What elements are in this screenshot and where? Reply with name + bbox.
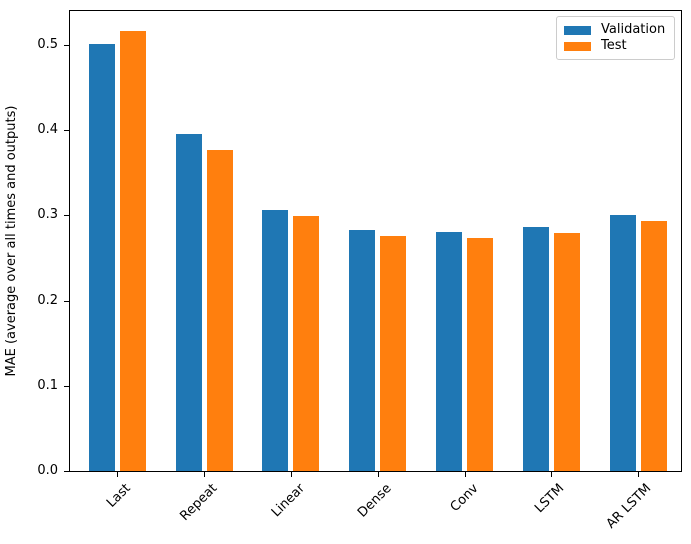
bar-validation-lstm bbox=[523, 227, 549, 471]
legend-swatch-validation bbox=[564, 25, 591, 35]
x-tick-label-text: LSTM bbox=[532, 481, 568, 517]
y-tick-mark bbox=[64, 45, 69, 46]
y-tick-mark bbox=[64, 130, 69, 131]
x-tick-mark bbox=[638, 472, 639, 477]
y-tick-mark bbox=[64, 301, 69, 302]
x-tick-label-text: Repeat bbox=[177, 481, 221, 524]
bar-test-ar-lstm bbox=[641, 221, 667, 471]
x-tick-mark bbox=[291, 472, 292, 477]
y-tick-label: 0.1 bbox=[37, 378, 58, 393]
bar-test-conv bbox=[467, 238, 493, 471]
bar-validation-last bbox=[89, 44, 115, 471]
y-tick-mark bbox=[64, 215, 69, 216]
x-tick-mark bbox=[465, 472, 466, 477]
x-tick-label-text: Linear bbox=[268, 481, 308, 521]
bar-validation-ar-lstm bbox=[610, 215, 636, 471]
legend: Validation Test bbox=[556, 16, 675, 60]
x-tick-label-text: Dense bbox=[354, 481, 395, 521]
bar-test-repeat bbox=[207, 150, 233, 471]
y-tick-label: 0.3 bbox=[37, 207, 58, 222]
bar-validation-repeat bbox=[176, 134, 202, 471]
bar-test-dense bbox=[380, 236, 406, 471]
y-tick-label: 0.2 bbox=[37, 293, 58, 308]
bar-validation-linear bbox=[262, 210, 288, 471]
x-tick-mark bbox=[551, 472, 552, 477]
bar-validation-conv bbox=[436, 232, 462, 471]
bar-test-lstm bbox=[554, 233, 580, 471]
y-axis-label-text: MAE (average over all times and outputs) bbox=[4, 105, 19, 377]
y-tick-mark bbox=[64, 471, 69, 472]
x-tick-mark bbox=[378, 472, 379, 477]
y-tick-label: 0.5 bbox=[37, 37, 58, 52]
bar-test-last bbox=[120, 31, 146, 471]
x-tick-label-text: Last bbox=[103, 481, 134, 511]
x-tick-mark bbox=[117, 472, 118, 477]
bar-validation-dense bbox=[349, 230, 375, 471]
legend-label-validation: Validation bbox=[601, 22, 666, 37]
legend-label-test: Test bbox=[601, 38, 627, 53]
x-tick-mark bbox=[204, 472, 205, 477]
y-tick-label: 0.0 bbox=[37, 463, 58, 478]
legend-swatch-test bbox=[564, 41, 591, 51]
x-tick-label-text: AR LSTM bbox=[603, 481, 655, 532]
plot-area bbox=[69, 10, 682, 472]
legend-item-test: Test bbox=[564, 38, 666, 54]
y-tick-mark bbox=[64, 386, 69, 387]
x-tick-label-text: Conv bbox=[447, 481, 482, 515]
legend-item-validation: Validation bbox=[564, 22, 666, 38]
y-tick-label: 0.4 bbox=[37, 122, 58, 137]
bar-test-linear bbox=[293, 216, 319, 471]
